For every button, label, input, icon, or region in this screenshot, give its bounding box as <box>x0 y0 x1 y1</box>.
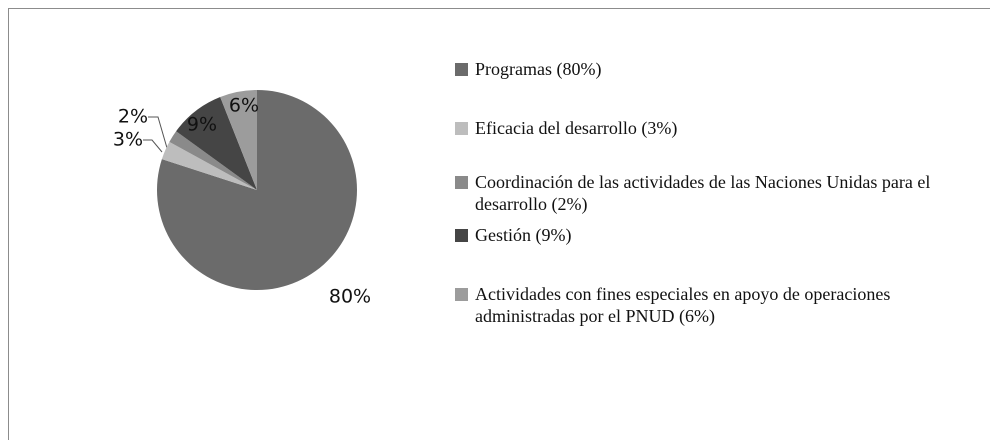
legend-item: Actividades con fines especiales en apoy… <box>455 283 935 327</box>
legend-swatch <box>455 122 468 135</box>
legend-swatch <box>455 176 468 189</box>
legend-swatch <box>455 288 468 301</box>
data-label: 2% <box>118 106 148 128</box>
leader-line <box>143 139 163 153</box>
pie-slice <box>169 131 257 190</box>
legend-item: Programas (80%) <box>455 58 935 80</box>
legend-item: Gestión (9%) <box>455 224 935 246</box>
data-label: 3% <box>113 129 143 151</box>
frame <box>8 8 990 440</box>
legend-swatch <box>455 229 468 242</box>
legend-label: Coordinación de las actividades de las N… <box>475 172 931 214</box>
leader-line <box>148 116 168 149</box>
data-label: 9% <box>187 114 217 136</box>
legend-item: Coordinación de las actividades de las N… <box>455 171 935 215</box>
data-label: 6% <box>229 95 259 117</box>
pie-slice <box>161 141 257 190</box>
pie-slice <box>220 90 257 190</box>
legend-item: Eficacia del desarrollo (3%) <box>455 117 935 139</box>
legend-label: Actividades con fines especiales en apoy… <box>475 284 891 326</box>
legend-label: Gestión (9%) <box>475 225 572 245</box>
legend-swatch <box>455 63 468 76</box>
data-label: 80% <box>329 286 371 308</box>
legend-label: Eficacia del desarrollo (3%) <box>475 118 678 138</box>
legend-label: Programas (80%) <box>475 59 602 79</box>
pie-slice <box>176 97 257 190</box>
